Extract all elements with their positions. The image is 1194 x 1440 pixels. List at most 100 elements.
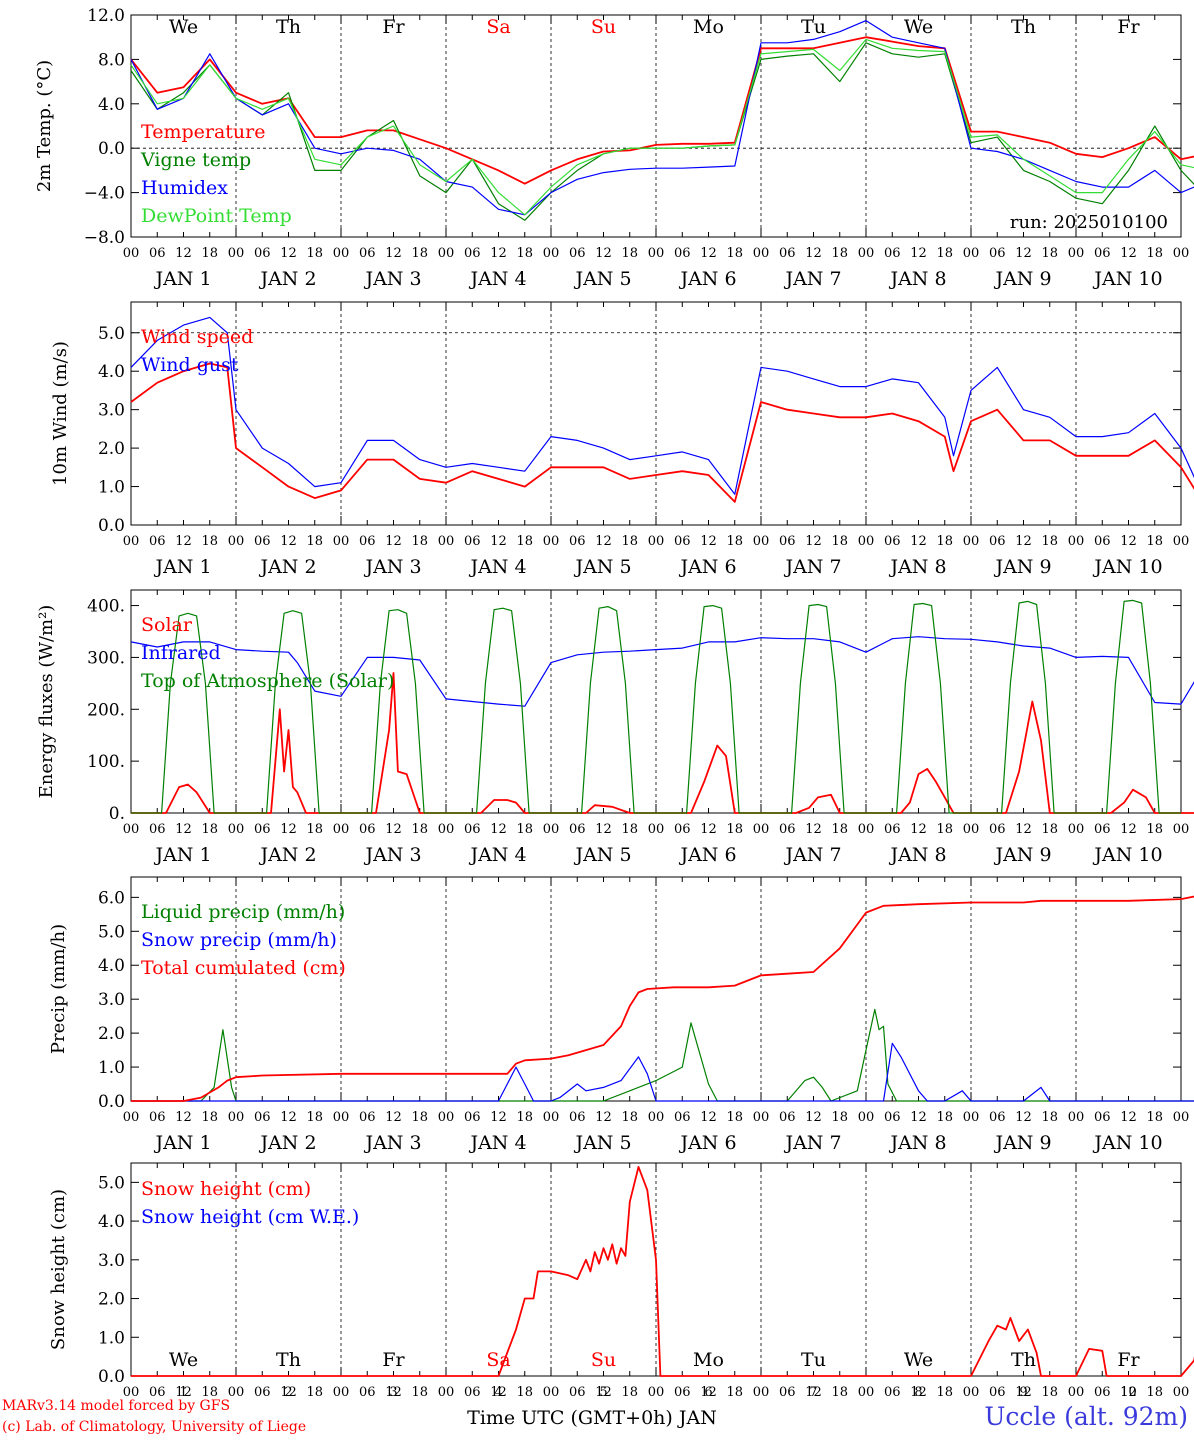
hour-label: 00 bbox=[123, 822, 140, 837]
y-tick-label: 400. bbox=[87, 597, 125, 617]
hour-label: 00 bbox=[228, 534, 245, 549]
hour-label: 00 bbox=[1068, 1110, 1085, 1125]
hour-label: 00 bbox=[333, 534, 350, 549]
hour-label: 18 bbox=[621, 534, 638, 549]
hour-label: 00 bbox=[858, 246, 875, 261]
day-number: 7 bbox=[809, 1385, 817, 1400]
series-line bbox=[130, 42, 1194, 221]
date-label: JAN 8 bbox=[888, 556, 946, 578]
model-credit: MARv3.14 model forced by GFS bbox=[2, 1398, 231, 1414]
hour-label: 00 bbox=[228, 1110, 245, 1125]
hour-label: 00 bbox=[753, 1110, 770, 1125]
hour-label: 12 bbox=[490, 1110, 507, 1125]
hour-label: 06 bbox=[989, 1110, 1006, 1125]
date-label: JAN 1 bbox=[153, 844, 211, 866]
chart-panel-4: 0.0 1.0 2.0 3.0 4.0 5.0 6.0 Precip (mm/h) 00 06 12… bbox=[48, 876, 1194, 1154]
date-label: JAN 9 bbox=[993, 844, 1051, 866]
hour-label: 18 bbox=[1041, 822, 1058, 837]
hour-label: 18 bbox=[936, 534, 953, 549]
hour-label: 12 bbox=[595, 534, 612, 549]
hour-label: 18 bbox=[201, 246, 218, 261]
hour-label: 12 bbox=[595, 1385, 612, 1400]
hour-label: 06 bbox=[674, 534, 691, 549]
hour-label: 00 bbox=[648, 822, 665, 837]
day-number: 4 bbox=[494, 1385, 502, 1400]
hour-label: 12 bbox=[910, 1385, 927, 1400]
day-number: 6 bbox=[704, 1385, 712, 1400]
hour-label: 00 bbox=[543, 1385, 560, 1400]
weekday-label: Su bbox=[591, 16, 616, 38]
hour-label: 18 bbox=[726, 1385, 743, 1400]
hour-label: 18 bbox=[411, 822, 428, 837]
hour-label: 06 bbox=[1094, 534, 1111, 549]
y-tick-label: 12.0 bbox=[87, 6, 125, 26]
hour-label: 00 bbox=[543, 822, 560, 837]
series-line bbox=[131, 672, 1194, 814]
legend-entry: Snow height (cm W.E.) bbox=[141, 1206, 359, 1228]
hour-label: 12 bbox=[1015, 822, 1032, 837]
hour-label: 12 bbox=[805, 1110, 822, 1125]
hour-label: 06 bbox=[254, 1385, 271, 1400]
hour-label: 06 bbox=[464, 1385, 481, 1400]
hour-label: 12 bbox=[700, 1385, 717, 1400]
hour-label: 06 bbox=[1094, 246, 1111, 261]
hour-label: 18 bbox=[411, 1110, 428, 1125]
hour-label: 00 bbox=[1068, 246, 1085, 261]
hour-label: 00 bbox=[438, 1385, 455, 1400]
hour-label: 12 bbox=[385, 1110, 402, 1125]
hour-label: 00 bbox=[753, 1385, 770, 1400]
date-label: JAN 9 bbox=[993, 556, 1051, 578]
hour-label: 06 bbox=[779, 822, 796, 837]
date-label: JAN 6 bbox=[678, 268, 736, 290]
y-axis-title: 10m Wind (m/s) bbox=[50, 341, 71, 486]
y-tick-label: 8.0 bbox=[98, 50, 125, 70]
hour-label: 18 bbox=[621, 246, 638, 261]
series-line bbox=[130, 20, 1194, 216]
hour-label: 18 bbox=[831, 534, 848, 549]
weekday-label: We bbox=[904, 16, 933, 38]
hour-label: 12 bbox=[1015, 1385, 1032, 1400]
hour-label: 18 bbox=[621, 1110, 638, 1125]
y-tick-label: 4.0 bbox=[98, 1212, 125, 1232]
hour-label: 18 bbox=[516, 1385, 533, 1400]
weekday-label: Th bbox=[1011, 1349, 1036, 1371]
hour-label: 06 bbox=[1094, 822, 1111, 837]
y-tick-label: 3.0 bbox=[98, 1251, 125, 1271]
hour-label: 18 bbox=[621, 822, 638, 837]
hour-label: 00 bbox=[963, 246, 980, 261]
date-label: JAN 10 bbox=[1092, 1132, 1162, 1154]
y-tick-label: 300. bbox=[87, 648, 125, 668]
hour-label: 12 bbox=[490, 822, 507, 837]
series-line bbox=[130, 362, 1194, 503]
hour-label: 06 bbox=[254, 534, 271, 549]
hour-label: 18 bbox=[516, 1110, 533, 1125]
hour-label: 06 bbox=[359, 1385, 376, 1400]
date-label: JAN 3 bbox=[363, 556, 421, 578]
hour-label: 00 bbox=[333, 1385, 350, 1400]
date-label: JAN 5 bbox=[573, 1132, 631, 1154]
plot-frame bbox=[130, 589, 1182, 814]
hour-label: 18 bbox=[726, 1110, 743, 1125]
hour-label: 18 bbox=[516, 534, 533, 549]
hour-label: 18 bbox=[306, 1385, 323, 1400]
legend-entry: Temperature bbox=[141, 121, 265, 143]
hour-label: 06 bbox=[254, 1110, 271, 1125]
hour-label: 00 bbox=[1068, 822, 1085, 837]
hour-label: 18 bbox=[411, 1385, 428, 1400]
series-line bbox=[131, 895, 1194, 1102]
hour-label: 06 bbox=[359, 1110, 376, 1125]
legend-entry: Wind gust bbox=[141, 354, 239, 376]
weekday-label: Sa bbox=[486, 1349, 510, 1371]
date-label: JAN 6 bbox=[678, 1132, 736, 1154]
hour-label: 00 bbox=[858, 534, 875, 549]
hour-label: 12 bbox=[700, 822, 717, 837]
y-axis-title: Energy fluxes (W/m²) bbox=[36, 605, 57, 799]
date-label: JAN 7 bbox=[783, 556, 841, 578]
y-tick-label: −4.0 bbox=[84, 184, 125, 204]
series-line bbox=[130, 316, 1194, 495]
weekday-label: We bbox=[169, 16, 198, 38]
hour-label: 18 bbox=[306, 534, 323, 549]
hour-label: 18 bbox=[1146, 534, 1163, 549]
series-line bbox=[131, 1042, 1194, 1102]
